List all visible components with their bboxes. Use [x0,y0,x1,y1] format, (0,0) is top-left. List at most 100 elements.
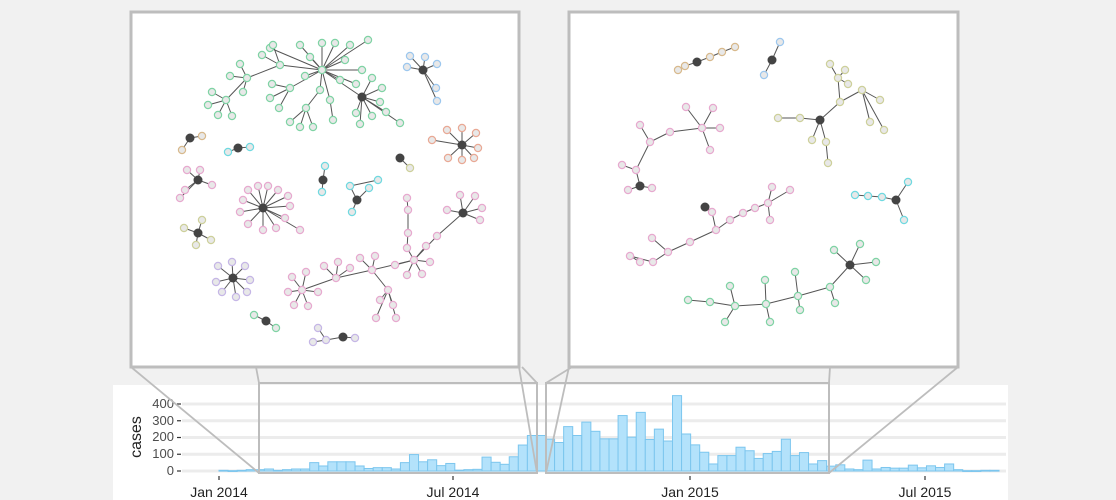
transmission-cluster [203,35,405,132]
case-node [775,37,785,47]
histogram-bar [644,439,655,472]
case-node [645,137,655,147]
histogram-bar [608,438,619,472]
case-node [253,181,263,191]
histogram-bar [808,463,819,472]
histogram-bar [363,467,374,472]
case-node [223,147,233,157]
case-node [271,323,281,333]
transmission-cluster [850,177,913,225]
transmission-edge [635,141,651,171]
case-node [840,65,850,75]
histogram-bar [436,465,447,472]
case-node [283,191,293,201]
case-node [383,285,393,295]
case-node-hub [258,203,268,213]
case-node [903,177,913,187]
case-node [835,97,845,107]
transmission-edge [349,179,379,187]
network-panel-left [129,10,521,369]
case-node [697,123,707,133]
case-node [335,75,345,85]
histogram-bar [508,456,519,472]
case-node [274,103,284,113]
zoom-window-left [258,382,538,474]
case-node [685,237,695,247]
histogram-bar [617,415,628,472]
histogram-bar [853,469,864,472]
transmission-edge [797,286,831,297]
transmission-edge [685,106,703,129]
case-node [863,191,873,201]
case-node [830,298,840,308]
case-node-hub [228,273,238,283]
y-tick-label: 300 [152,413,174,428]
case-node [457,123,467,133]
case-node [680,61,690,71]
case-node [725,215,735,225]
transmission-cluster [683,239,881,327]
case-node [420,52,430,62]
case-node-hub [395,153,405,163]
zoom-connectors [130,366,959,474]
case-node [207,87,217,97]
case-node [823,158,833,168]
case-node [303,301,313,311]
histogram-bar [762,453,773,472]
case-node [850,190,860,200]
transmission-cluster [759,37,785,80]
histogram-bar [218,469,229,472]
histogram-bar [971,470,982,472]
case-node [195,165,205,175]
case-node [301,267,311,277]
histogram-bar [662,440,673,472]
histogram-bar [445,462,456,472]
case-node [861,275,871,285]
case-node [617,160,627,170]
histogram-bar [381,467,392,472]
zoom-window-right [545,382,830,474]
case-node [765,215,775,225]
case-node [371,313,381,323]
case-node [708,103,718,113]
histogram-bar [427,459,438,472]
case-node [705,52,715,62]
histogram-bar [907,464,918,472]
histogram-bar [925,465,937,472]
histogram-bar [590,430,601,472]
case-node [313,287,323,297]
histogram-bar [916,467,927,472]
case-node [265,93,275,103]
case-node [221,95,231,105]
histogram-bar [844,468,855,472]
case-node-hub [193,228,203,238]
case-node [635,257,645,267]
case-node [442,205,452,215]
histogram-bar [408,454,420,472]
transmission-edge [861,89,871,123]
transmission-edge [361,96,401,124]
y-tick-label: 400 [152,396,174,411]
case-node [355,253,365,263]
case-node [807,135,817,145]
transmission-edge [262,195,289,209]
case-node [231,292,241,302]
y-tick-label: 200 [152,429,174,444]
case-node [375,295,385,305]
case-node [395,118,405,128]
zoom-connector-line [828,366,831,384]
case-node [182,165,192,175]
case-node-hub [357,92,367,102]
case-node [825,282,835,292]
case-node [388,300,398,310]
case-node [373,175,383,185]
case-node [432,59,442,69]
case-node [238,87,248,97]
case-node [469,153,479,163]
histogram-bar [635,411,646,472]
case-node [405,163,415,173]
histogram-bar [463,469,474,472]
case-node [319,261,329,271]
histogram-bar [699,451,710,472]
histogram-bar [944,463,955,472]
